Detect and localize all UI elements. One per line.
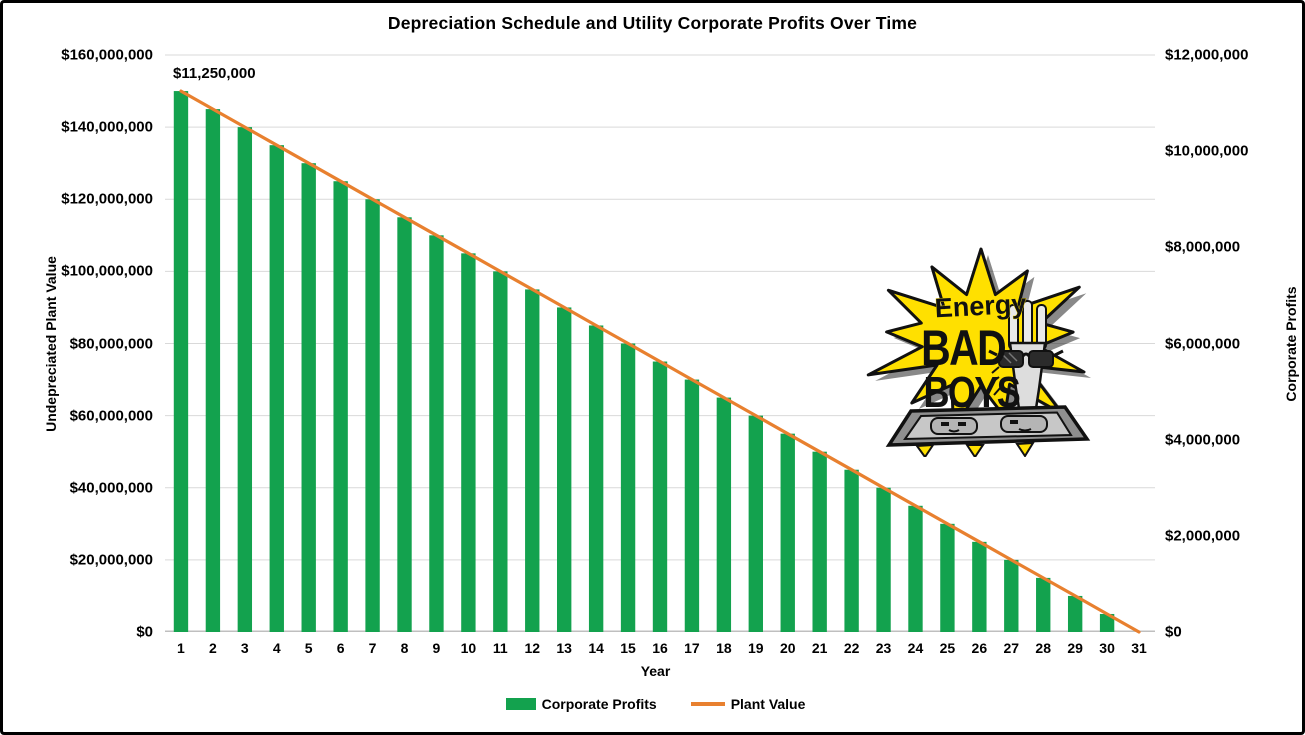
axis-tick-label: $120,000,000: [61, 190, 153, 208]
bar: [620, 343, 636, 632]
electric-outlet-icon: [885, 405, 1091, 457]
axis-tick-label: $0: [136, 623, 153, 641]
axis-tick-label: $12,000,000: [1165, 46, 1249, 64]
x-tick-label: 9: [432, 640, 441, 656]
bar: [397, 217, 412, 632]
bar: [333, 181, 348, 632]
bar: [876, 487, 891, 632]
x-tick-label: 11: [492, 640, 508, 656]
x-tick-label: 15: [620, 640, 636, 656]
bar: [525, 289, 540, 632]
x-tick-label: 14: [588, 640, 604, 656]
x-tick-label: 22: [843, 640, 860, 656]
x-tick-label: 5: [304, 640, 313, 656]
bar: [205, 109, 221, 632]
logo-text-boys: BOYS: [924, 368, 1021, 417]
x-tick-label: 4: [272, 640, 281, 656]
bar: [652, 361, 668, 632]
axis-tick-label: $8,000,000: [1165, 238, 1241, 256]
bar: [684, 379, 700, 632]
x-tick-label: 27: [1003, 640, 1020, 656]
x-tick-label: 26: [971, 640, 988, 656]
bar: [301, 163, 316, 632]
axis-tick-label: $0: [1165, 623, 1182, 641]
x-tick-label: 24: [907, 640, 924, 656]
x-tick-label: 8: [400, 640, 409, 656]
legend-label-corporate-profits: Corporate Profits: [541, 696, 657, 712]
axis-tick-label: $2,000,000: [1165, 527, 1241, 545]
legend-line-swatch-icon: [690, 702, 725, 706]
x-tick-label: 1: [177, 640, 185, 656]
axis-tick-label: $60,000,000: [69, 407, 153, 425]
sunglasses-icon: [988, 349, 1064, 368]
logo-text-bad: BAD: [921, 320, 1006, 376]
bar: [940, 523, 955, 632]
axis-tick-label: $140,000,000: [61, 118, 153, 136]
x-tick-label: 2: [208, 640, 217, 656]
x-tick-label: 21: [811, 640, 828, 656]
bar: [748, 415, 763, 632]
bar: [429, 235, 444, 632]
axis-tick-label: $4,000,000: [1165, 431, 1241, 449]
x-tick-label: 12: [524, 640, 541, 656]
x-tick-label: 17: [684, 640, 700, 656]
line-series-plant-value: [179, 89, 1141, 634]
x-tick-label: 10: [460, 640, 477, 656]
bar: [1067, 595, 1083, 632]
legend-item-plant-value: Plant Value: [690, 696, 806, 712]
legend-label-plant-value: Plant Value: [730, 696, 806, 712]
x-tick-label: 23: [875, 640, 892, 656]
x-tick-label: 30: [1099, 640, 1115, 656]
x-tick-label: 6: [336, 640, 345, 656]
axis-tick-label: $40,000,000: [69, 479, 153, 497]
x-tick-label: 31: [1131, 640, 1147, 656]
bar: [908, 505, 923, 632]
x-tick-label: 3: [240, 640, 249, 656]
bar: [173, 91, 189, 632]
chart-legend: Corporate Profits Plant Value: [3, 696, 1302, 712]
energy-bad-boys-logo: Energy BAD BOYS: [866, 247, 1091, 457]
legend-bar-swatch-icon: [505, 698, 536, 710]
axis-tick-label: $10,000,000: [1165, 142, 1249, 160]
bar: [812, 451, 827, 632]
x-tick-label: 25: [939, 640, 956, 656]
logo-text-energy: Energy: [934, 289, 1027, 324]
first-point-data-label: $11,250,000: [173, 65, 256, 82]
axis-tick-label: $20,000,000: [69, 551, 153, 569]
bar-series-corporate-profits: [173, 91, 1115, 632]
bar: [237, 127, 253, 632]
x-tick-label: 28: [1035, 640, 1051, 656]
bar: [461, 253, 476, 632]
x-tick-label: 29: [1067, 640, 1083, 656]
bar: [493, 271, 508, 632]
x-axis-title: Year: [640, 663, 671, 679]
bar: [1099, 613, 1115, 632]
bar: [844, 469, 859, 632]
bar: [365, 199, 380, 632]
bar: [716, 397, 732, 632]
axis-tick-label: $160,000,000: [61, 46, 153, 64]
x-tick-label: 13: [556, 640, 572, 656]
x-tick-label: 7: [368, 640, 377, 656]
x-tick-label: 19: [748, 640, 764, 656]
bar: [557, 307, 572, 632]
bar: [1036, 577, 1051, 632]
bar: [1004, 559, 1019, 632]
bar: [780, 433, 795, 632]
bar: [972, 541, 987, 632]
right-axis-title: Corporate Profits: [1283, 286, 1299, 402]
x-tick-label: 16: [652, 640, 668, 656]
axis-tick-label: $6,000,000: [1165, 335, 1241, 352]
axis-tick-label: $80,000,000: [69, 335, 153, 352]
bar: [269, 145, 284, 632]
chart-title: Depreciation Schedule and Utility Corpor…: [387, 13, 918, 33]
legend-item-corporate-profits: Corporate Profits: [505, 696, 657, 712]
plot-area: [165, 54, 1155, 634]
x-tick-label: 18: [716, 640, 732, 656]
x-tick-label: 20: [779, 640, 796, 656]
bar: [588, 325, 604, 632]
axis-tick-label: $100,000,000: [61, 262, 153, 280]
